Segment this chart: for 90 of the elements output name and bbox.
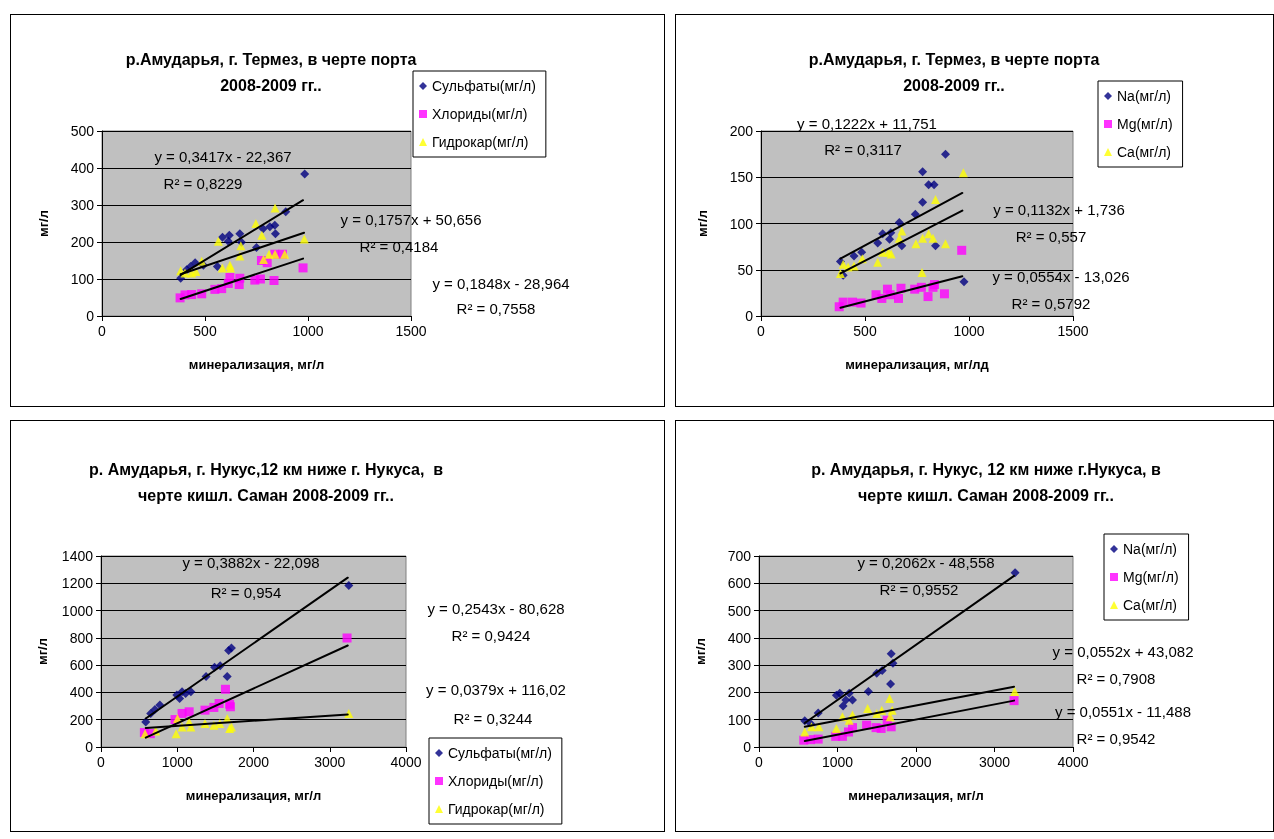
x-axis-title: минерализация, мг/л: [848, 788, 984, 803]
y-tick-label: 1000: [61, 602, 94, 619]
annotation: R² = 0,557: [1015, 227, 1087, 245]
annotation: R² = 0,9552: [879, 580, 959, 598]
x-axis-title: минерализация, мг/л: [185, 788, 322, 803]
text: y = 0,2543x - 80,628: [427, 599, 565, 617]
y-tick-label: 300: [727, 657, 752, 674]
y-tick-label: 1400: [61, 548, 94, 564]
y-tick-label: 400: [70, 160, 95, 176]
x-tick-label: 500: [853, 323, 877, 339]
x-tick-label: 0: [757, 323, 766, 339]
x-tick-label: 1000: [821, 754, 854, 770]
annotation: y = 0,0554x - 13,026: [992, 267, 1130, 285]
x-tick-label: 2000: [237, 754, 270, 770]
legend-label: Хлориды(мг/л): [432, 106, 528, 122]
x-tick-label: 1500: [1057, 323, 1089, 339]
y-axis-title: мг/л: [693, 638, 708, 665]
x-tick-label: 1000: [292, 323, 324, 339]
legend-label: Mg(мг/л): [1117, 116, 1173, 132]
x-tick-label: 2000: [900, 754, 932, 770]
x-tick-label: 4000: [390, 754, 422, 770]
chart-title: р.Амударья, г. Термез, в черте порта 2008-2009 гг..: [808, 50, 1100, 94]
y-tick-label: 50: [737, 261, 754, 278]
x-axis-title: минерализация, мг/лд: [845, 357, 990, 372]
x-axis-title: минерализация, мг/л: [188, 357, 325, 372]
annotation: R² = 0,954: [210, 583, 282, 601]
chart-title: р.Амударья, г. Термез, в черте порта 2008-2009 гг..: [125, 50, 417, 94]
legend-label: Na(мг/л): [1123, 541, 1178, 557]
legend-label: Ca(мг/л): [1123, 597, 1178, 613]
legend-label: Mg(мг/л): [1123, 569, 1179, 585]
legend-label: Хлориды(мг/л): [448, 773, 544, 789]
legend-label: Сульфаты(мг/л): [432, 78, 536, 94]
y-tick-label: 100: [729, 215, 754, 232]
text: y = 0,0379x + 116,02: [426, 680, 566, 698]
y-tick-label: 200: [69, 711, 94, 728]
text: R² = 0,3244: [453, 709, 533, 727]
legend-label: Гидрокар(мг/л): [432, 134, 529, 150]
x-tick-label: 0: [755, 754, 764, 770]
y-tick-label: 0: [743, 739, 752, 755]
y-tick-label: 500: [70, 123, 95, 139]
x-tick-label: 3000: [978, 754, 1011, 770]
annotation: y = 0,1757x + 50,656: [340, 210, 482, 228]
y-axis-title: мг/л: [35, 638, 50, 665]
x-tick-label: 0: [97, 754, 106, 770]
text: R² = 0,7908: [1076, 669, 1156, 687]
y-tick-label: 700: [727, 548, 752, 564]
y-tick-label: 100: [727, 711, 752, 728]
y-axis-title: мг/л: [695, 210, 710, 237]
annotation: y = 0,1132x + 1,736: [993, 200, 1125, 218]
x-tick-label: 1500: [395, 323, 427, 339]
legend-label: Ca(мг/л): [1117, 144, 1172, 160]
x-tick-label: 1000: [953, 323, 985, 339]
annotation: y = 0,0552x + 43,082: [1052, 642, 1194, 660]
y-tick-label: 600: [69, 657, 94, 674]
y-tick-label: 0: [86, 308, 95, 324]
annotation: R² = 0,3117: [824, 140, 902, 158]
y-tick-label: 600: [727, 575, 752, 592]
chart-title: р. Амударья, г. Нукус, 12 км ниже г.Нукуса, в черте кишл. Саман 2008-2009 гг..: [811, 460, 1161, 504]
legend-label: Na(мг/л): [1117, 88, 1172, 104]
text: R² = 0,7558: [456, 299, 536, 317]
y-tick-label: 150: [729, 169, 754, 186]
text: y = 0,1848x - 28,964: [432, 274, 570, 292]
y-tick-label: 200: [727, 684, 752, 701]
x-tick-label: 500: [193, 323, 217, 339]
annotation: R² = 0,8229: [163, 174, 243, 192]
y-tick-label: 0: [745, 308, 754, 324]
x-tick-label: 1000: [161, 754, 194, 770]
annotation: y = 0,2062x - 48,558: [857, 553, 995, 571]
y-tick-label: 400: [69, 684, 94, 701]
legend-label: Сульфаты(мг/л): [448, 745, 552, 761]
y-tick-label: 200: [70, 234, 95, 250]
y-tick-label: 300: [70, 197, 95, 213]
y-tick-label: 0: [85, 739, 94, 755]
text: R² = 0,9542: [1076, 729, 1156, 747]
y-tick-label: 200: [729, 123, 754, 139]
y-tick-label: 100: [70, 271, 95, 287]
y-tick-label: 500: [727, 602, 752, 619]
x-tick-label: 0: [98, 323, 107, 339]
chart-title: р. Амударья, г. Нукус,12 км ниже г. Нукуса, в черте кишл. Саман 2008-2009 гг..: [88, 460, 444, 504]
x-tick-label: 3000: [314, 754, 346, 770]
annotation: y = 0,3882x - 22,098: [182, 553, 320, 571]
annotation: y = 0,3417x - 22,367: [154, 147, 292, 165]
y-tick-label: 800: [69, 629, 94, 646]
y-tick-label: 1200: [61, 575, 94, 592]
y-tick-label: 400: [727, 629, 752, 646]
legend-label: Гидрокар(мг/л): [448, 801, 545, 817]
y-axis-title: мг/л: [36, 210, 51, 237]
text: R² = 0,9424: [451, 626, 531, 644]
annotation: R² = 0,5792: [1011, 294, 1091, 312]
x-tick-label: 4000: [1057, 754, 1089, 770]
